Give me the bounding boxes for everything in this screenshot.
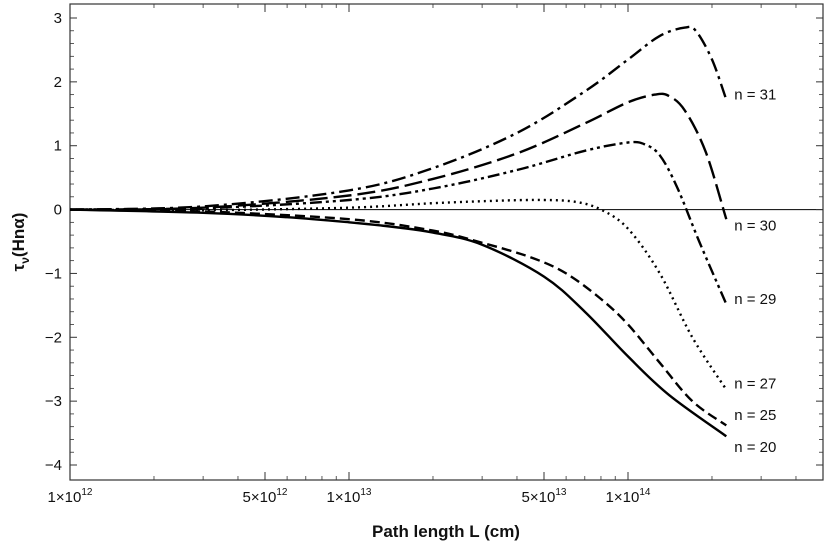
series-label-n20: n = 20 xyxy=(734,439,776,456)
series-label-n27: n = 27 xyxy=(734,375,776,392)
series-label-n29: n = 29 xyxy=(734,291,776,308)
y-tick-label: −4 xyxy=(45,457,62,474)
y-axis-title-tail: (Hnα) xyxy=(9,213,28,257)
series-lines xyxy=(69,25,728,438)
y-axis-ticks: 3 2 1 0 −1 −2 −3 −4 xyxy=(45,10,823,474)
plot-frame xyxy=(69,3,824,481)
x-tick-label: 5×1012 xyxy=(243,487,288,506)
x-axis-title: Path length L (cm) xyxy=(372,522,520,541)
series-line-n27 xyxy=(69,198,728,391)
y-tick-label: −1 xyxy=(45,265,62,282)
series-line-n30 xyxy=(69,92,728,220)
y-axis-title: τν(Hnα) xyxy=(9,213,32,272)
y-tick-label: 0 xyxy=(54,202,62,219)
y-tick-label: −3 xyxy=(45,393,62,410)
series-line-n31 xyxy=(69,25,728,211)
y-tick-label: 3 xyxy=(54,10,62,27)
x-tick-label: 1×1014 xyxy=(606,487,651,506)
series-labels: n = 31 n = 30 n = 29 n = 27 n = 25 n = 20 xyxy=(734,87,776,456)
series-line-n25 xyxy=(69,208,727,427)
y-axis-title-main: τ xyxy=(9,263,28,271)
x-tick-label: 1×1013 xyxy=(327,487,372,506)
series-label-n31: n = 31 xyxy=(734,87,776,104)
series-label-n30: n = 30 xyxy=(734,218,776,235)
x-tick-label: 5×1013 xyxy=(522,487,567,506)
series-line-n20 xyxy=(69,208,728,438)
y-tick-label: −2 xyxy=(45,329,62,346)
series-label-n25: n = 25 xyxy=(734,407,776,424)
x-tick-label: 1×1012 xyxy=(48,487,93,506)
y-tick-label: 2 xyxy=(54,74,62,91)
series-line-n29 xyxy=(69,140,728,305)
x-axis-ticks: 1×1012 5×1012 1×1013 5×1013 1×1014 xyxy=(48,4,797,506)
y-axis-title-subscript: ν xyxy=(18,257,32,264)
y-tick-label: 1 xyxy=(54,138,62,155)
